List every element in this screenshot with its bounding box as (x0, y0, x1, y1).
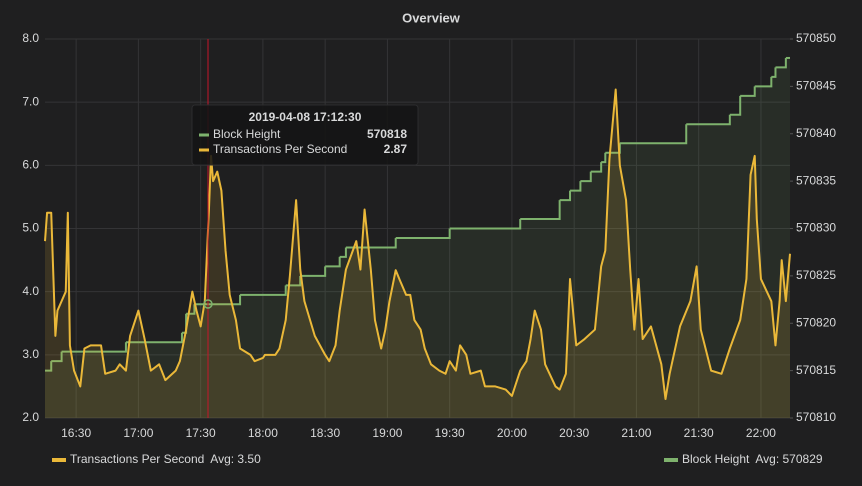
y-tick-label: 4.0 (22, 284, 39, 298)
step-segment (395, 228, 451, 239)
step-segment (601, 152, 607, 164)
step-segment (300, 266, 327, 277)
x-tick-label: 22:00 (746, 426, 776, 440)
y2-tick-label: 570820 (796, 315, 836, 329)
panel-title: Overview (402, 10, 461, 25)
tooltip-value: 2.87 (384, 142, 408, 156)
step-segment (740, 86, 756, 97)
x-tick-label: 18:30 (310, 426, 340, 440)
hover-point (203, 299, 213, 309)
x-tick-label: 19:30 (435, 426, 465, 440)
y-tick-label: 6.0 (22, 158, 39, 172)
legend-value: Avg: 3.50 (210, 452, 261, 466)
step-segment (45, 361, 53, 372)
step-segment (775, 57, 787, 69)
y2-tick-label: 570835 (796, 173, 836, 187)
y2-tick-label: 570845 (796, 79, 836, 93)
tooltip-box (191, 104, 419, 166)
area-fill (45, 89, 790, 419)
step-segment (325, 256, 341, 268)
x-tick-label: 18:00 (248, 426, 278, 440)
legend: Transactions Per Second Avg: 3.50 Block He… (52, 452, 823, 466)
y2-tick-label: 570830 (796, 221, 836, 235)
x-tick-label: 21:30 (684, 426, 714, 440)
area-fill (45, 57, 790, 418)
step-segment (771, 67, 777, 78)
tooltip: 2019-04-08 17:12:30 Block Height 570818 Tr… (191, 104, 419, 166)
x-tick-label: 19:00 (372, 426, 402, 440)
step-segment (570, 181, 582, 192)
tooltip-name: Transactions Per Second (213, 142, 347, 156)
x-tick-label: 21:00 (621, 426, 651, 440)
step-segment (590, 162, 603, 173)
x-tick-label: 16:30 (61, 426, 91, 440)
y2-tick-label: 570825 (796, 268, 836, 282)
x-tick-label: 17:00 (123, 426, 153, 440)
step-segment (194, 294, 242, 306)
line (44, 88, 791, 401)
x-tick-label: 20:30 (559, 426, 589, 440)
grid: 2.0 3.0 4.0 5.0 6.0 7.0 8.0 570810 570815 570820 5… (22, 31, 836, 440)
y-tick-label: 8.0 (22, 31, 39, 45)
y2-tick-label: 570840 (796, 126, 836, 140)
legend-label: Block Height (682, 452, 750, 466)
step-segment (520, 200, 561, 221)
step-segment (339, 247, 347, 258)
tooltip-value: 570818 (367, 127, 407, 141)
step-segment (61, 342, 127, 353)
x-tick-label: 20:00 (497, 426, 527, 440)
step-segment (619, 124, 688, 145)
step-segment (580, 171, 592, 183)
tooltip-name: Block Height (213, 127, 281, 141)
y2-tick-label: 570815 (796, 363, 836, 377)
step-segment (754, 76, 773, 88)
y-tick-label: 3.0 (22, 347, 39, 361)
step-segment (686, 114, 731, 126)
legend-value: Avg: 570829 (755, 452, 822, 466)
y-tick-label: 7.0 (22, 94, 39, 108)
step-segment (729, 95, 742, 116)
step-segment (449, 219, 522, 230)
plot (44, 56, 791, 419)
y2-tick-label: 570810 (796, 410, 836, 424)
step-segment (51, 351, 63, 363)
y-tick-label: 5.0 (22, 221, 39, 235)
y-tick-label: 2.0 (22, 410, 39, 424)
y2-tick-label: 570850 (796, 31, 836, 45)
step-segment (559, 190, 572, 202)
step-segment (240, 285, 287, 296)
step-segment (285, 275, 302, 287)
legend-label: Transactions Per Second (70, 452, 204, 466)
tooltip-time: 2019-04-08 17:12:30 (249, 110, 362, 124)
x-tick-label: 17:30 (186, 426, 216, 440)
